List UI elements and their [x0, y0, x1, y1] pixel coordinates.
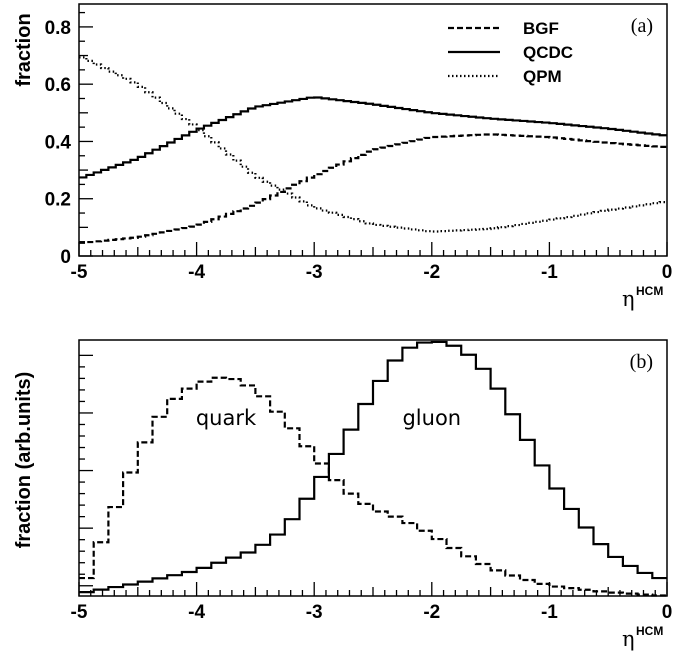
y-tick-label: 0 — [60, 247, 71, 268]
legend: BGF QCDC QPM — [448, 19, 573, 86]
legend-label: BGF — [523, 19, 559, 38]
x-axis-superscript: HCM — [636, 284, 663, 298]
y-axis-label: fraction — [13, 13, 35, 86]
x-axis: -5 -4 -3 -2 -1 0 — [71, 242, 673, 283]
legend-label: QCDC — [523, 43, 573, 62]
y-tick-label: 0.2 — [45, 190, 71, 211]
y-axis-label: fraction (arb.units) — [13, 372, 35, 549]
y-axis: 0 0.2 0.4 0.6 0.8 — [45, 11, 93, 268]
x-axis-label: η HCM — [622, 624, 663, 651]
y-tick-label: 0.6 — [45, 75, 71, 96]
x-axis-label: η HCM — [622, 284, 663, 311]
x-tick-label: -2 — [423, 602, 440, 623]
panel-tag: (b) — [630, 351, 653, 373]
x-tick-label: 0 — [662, 262, 673, 283]
annotation-quark: quark — [196, 406, 257, 430]
x-axis-symbol: η — [622, 287, 635, 311]
x-axis-superscript: HCM — [636, 624, 663, 638]
series-bgf-line — [79, 133, 667, 244]
x-tick-label: -3 — [306, 262, 323, 283]
plot-frame — [78, 3, 668, 257]
series-qcdc-line — [79, 96, 667, 179]
x-tick-label: -5 — [71, 262, 88, 283]
x-axis: -5 -4 -3 -2 -1 0 — [71, 582, 673, 623]
series-qpm-line — [79, 56, 667, 233]
x-axis-symbol: η — [622, 627, 635, 651]
x-tick-label: -1 — [541, 602, 558, 623]
annotation-gluon: gluon — [402, 406, 461, 430]
x-tick-label: -4 — [188, 262, 205, 283]
x-tick-label: 0 — [662, 602, 673, 623]
plot-frame — [78, 339, 668, 597]
legend-label: QPM — [523, 67, 562, 86]
series-quark-line — [79, 376, 667, 597]
series-gluon-line — [79, 340, 667, 594]
y-tick-label: 0.4 — [45, 132, 72, 153]
y-axis — [79, 354, 93, 587]
panel-tag: (a) — [631, 15, 653, 37]
x-tick-label: -2 — [423, 262, 440, 283]
x-tick-label: -3 — [306, 602, 323, 623]
x-tick-label: -1 — [541, 262, 558, 283]
x-tick-label: -4 — [188, 602, 205, 623]
x-tick-label: -5 — [71, 602, 88, 623]
y-tick-label: 0.8 — [45, 18, 71, 39]
